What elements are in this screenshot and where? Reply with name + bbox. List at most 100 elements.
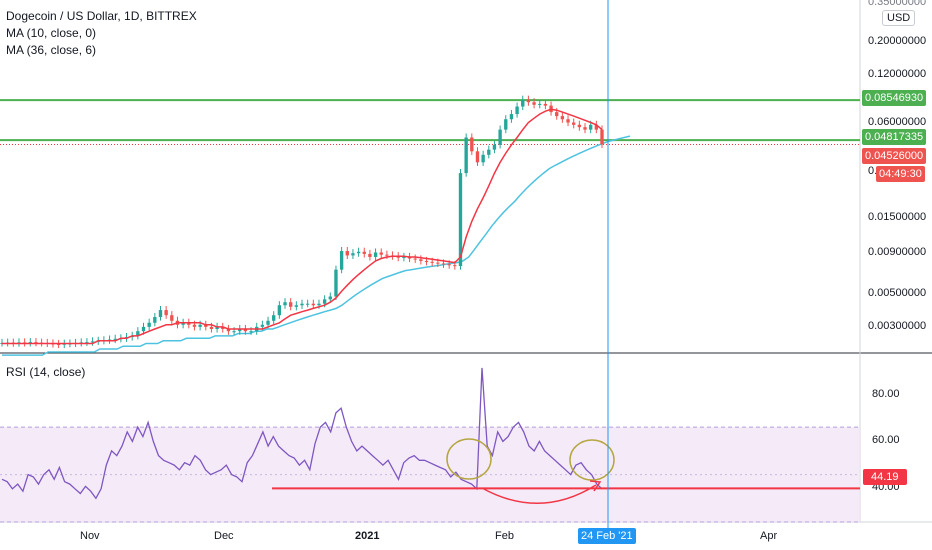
price-tick: 0.00300000 bbox=[868, 320, 927, 332]
candle-body bbox=[441, 263, 446, 265]
candle-body bbox=[221, 326, 225, 329]
candle-body bbox=[300, 303, 304, 306]
ma36-legend[interactable]: MA (36, close, 6) bbox=[6, 43, 97, 57]
candle-body bbox=[272, 315, 276, 321]
rsi-tick: 80.00 bbox=[872, 388, 900, 400]
candle-body bbox=[594, 124, 599, 130]
candle-body bbox=[402, 256, 406, 258]
rsi-line bbox=[1, 367, 603, 500]
candle-body bbox=[430, 261, 434, 263]
candle-body bbox=[368, 253, 372, 257]
candle-body bbox=[492, 144, 497, 150]
time-label: Feb bbox=[495, 530, 514, 542]
candle-body bbox=[373, 252, 378, 257]
candle-body bbox=[209, 326, 214, 329]
candle-body bbox=[572, 122, 576, 125]
candle-body bbox=[141, 326, 146, 332]
price-tick: 0.06000000 bbox=[868, 116, 927, 128]
candle-body bbox=[470, 137, 474, 152]
candle-body bbox=[356, 251, 361, 254]
candle-body bbox=[204, 324, 208, 327]
candle-body bbox=[509, 114, 514, 120]
candle-body bbox=[583, 127, 587, 130]
candle-body bbox=[424, 260, 429, 262]
candle-body bbox=[181, 322, 185, 325]
ma10-line bbox=[2, 108, 603, 345]
time-label: Dec bbox=[214, 530, 234, 542]
candle-body bbox=[158, 310, 163, 318]
countdown-tag: 04:49:30 bbox=[876, 166, 925, 182]
candle-body bbox=[215, 326, 219, 329]
candle-body bbox=[232, 331, 236, 333]
candle-body bbox=[560, 116, 565, 120]
candle-body bbox=[577, 124, 582, 128]
candle-body bbox=[277, 305, 282, 316]
candle-body bbox=[538, 103, 542, 105]
candle-body bbox=[170, 315, 174, 321]
candle-body bbox=[198, 324, 202, 327]
candle-body bbox=[419, 259, 423, 261]
candle-body bbox=[328, 296, 332, 300]
candle-body bbox=[385, 254, 389, 256]
candle-body bbox=[334, 269, 338, 297]
candle-body bbox=[288, 302, 293, 307]
candle-body bbox=[322, 299, 327, 304]
candle-body bbox=[351, 253, 355, 256]
rsi-legend[interactable]: RSI (14, close) bbox=[6, 365, 86, 379]
candle-body bbox=[447, 264, 451, 266]
candle-body bbox=[379, 252, 383, 255]
currency-button[interactable]: USD bbox=[882, 10, 916, 26]
candle-body bbox=[436, 262, 440, 264]
candle-body bbox=[487, 149, 491, 155]
annotation-circle-left bbox=[446, 438, 492, 480]
candle-body bbox=[311, 303, 316, 306]
candle-body bbox=[153, 317, 157, 323]
candle-body bbox=[339, 251, 344, 270]
candle-body bbox=[362, 251, 366, 254]
candle-body bbox=[532, 102, 536, 105]
time-label: Nov bbox=[80, 530, 100, 542]
candle-body bbox=[56, 343, 61, 345]
candle-body bbox=[187, 322, 191, 325]
candle-body bbox=[266, 320, 270, 325]
upper-line-price-tag: 0.08546930 bbox=[862, 90, 927, 106]
candle-body bbox=[453, 265, 457, 267]
price-tick-top: 0.35000000 bbox=[868, 0, 927, 8]
time-label: 2021 bbox=[355, 530, 380, 542]
candle-body bbox=[515, 106, 519, 115]
candle-body bbox=[90, 341, 95, 343]
annotation-circle-right bbox=[569, 439, 615, 481]
price-tick: 0.00900000 bbox=[868, 246, 927, 258]
price-tick: 0.12000000 bbox=[868, 68, 927, 80]
price-tick: 0.00500000 bbox=[868, 287, 927, 299]
candle-body bbox=[555, 112, 559, 117]
candle-body bbox=[600, 129, 604, 145]
lower-line-price-tag: 0.04817335 bbox=[862, 129, 927, 145]
chart-legend: Dogecoin / US Dollar, 1D, BITTREX MA (10… bbox=[6, 8, 197, 59]
crosshair-date-tag: 24 Feb '21 bbox=[578, 528, 636, 544]
candle-body bbox=[305, 303, 310, 305]
candle-body bbox=[294, 305, 299, 307]
candle-body bbox=[136, 331, 140, 336]
candle-body bbox=[243, 328, 248, 332]
candle-body bbox=[249, 331, 253, 333]
rsi-value-tag: 44.19 bbox=[863, 469, 907, 485]
candle-body bbox=[475, 151, 480, 163]
price-tick: 0.20000000 bbox=[868, 35, 927, 47]
candle-body bbox=[113, 338, 117, 340]
ma10-legend[interactable]: MA (10, close, 0) bbox=[6, 26, 97, 40]
candle-body bbox=[164, 310, 168, 316]
candle-body bbox=[345, 251, 349, 256]
candle-body bbox=[260, 324, 265, 327]
candle-body bbox=[283, 302, 287, 306]
candle-body bbox=[192, 324, 197, 327]
candle-body bbox=[504, 119, 508, 130]
price-tick: 0.01500000 bbox=[868, 211, 927, 223]
candle-body bbox=[0, 342, 4, 344]
time-label: Apr bbox=[760, 530, 778, 542]
candle-body bbox=[396, 256, 400, 258]
ma36-line bbox=[2, 135, 631, 356]
candle-body bbox=[543, 103, 548, 106]
candle-body bbox=[588, 124, 593, 130]
